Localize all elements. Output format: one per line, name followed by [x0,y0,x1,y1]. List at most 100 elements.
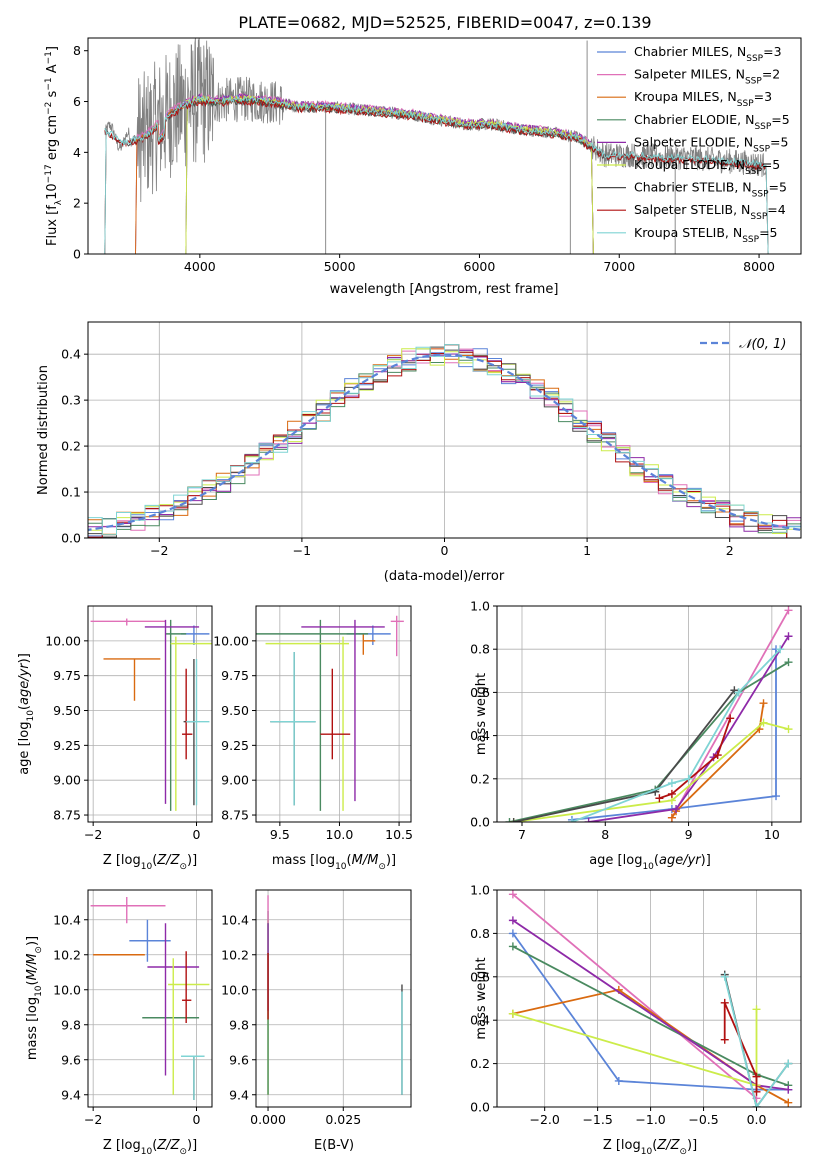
y-tick-label: 1.0 [470,599,490,614]
x-tick-label: 1 [583,543,591,558]
x-axis-label: mass [log10(M/M⊙)] [272,853,396,872]
x-tick-label: 5000 [324,259,356,274]
y-tick-label: 0 [73,247,81,262]
weight-marker [508,890,517,899]
weight-marker [567,818,576,822]
x-tick-label: −1.5 [582,1112,612,1127]
weight-line [512,1009,758,1087]
residual-histogram [88,344,801,538]
x-tick-label: 8000 [743,259,775,274]
weight-marker [784,606,793,615]
legend: Chabrier MILES, NSSP=3 Salpeter MILES, NS… [597,44,790,245]
y-axis-label: age [log10(age/yr)] [17,653,36,775]
weight-marker [776,645,785,654]
x-tick-label: −2 [84,827,102,842]
panel-weight_vs_age: 7 8 9 10 0.0 0.2 0.4 0.6 0.8 1.0 age [log10(age/yr… [470,599,802,872]
y-axis-label: mass [log10(M/M⊙)] [25,936,44,1060]
x-tick-label: 8 [601,827,609,842]
y-tick-label: 0.2 [470,1056,490,1071]
legend-label: 𝒩(0, 1) [739,337,786,352]
weight-marker [772,792,781,801]
x-tick-label: −2 [84,1112,102,1127]
weight-marker [667,789,676,798]
axes-frame [255,889,412,1108]
x-tick-label: −2.0 [529,1112,559,1127]
legend-label: Chabrier STELIB, NSSP=5 [634,180,787,200]
model-edge [104,129,107,254]
legend-label: Salpeter MILES, NSSP=2 [634,67,780,87]
weight-marker [784,632,793,641]
weight-marker [667,779,676,788]
panel-residuals: −2 −1 0 1 2 0.0 0.1 0.2 0.3 0.4 (data-model)/error… [36,321,802,584]
weight-marker [655,794,664,803]
y-tick-label: 0.8 [470,926,490,941]
axes-frame [496,605,802,823]
weight-marker [784,1085,793,1094]
plot-area [88,344,801,538]
axes-frame [496,889,802,1108]
x-tick-label: 10.0 [326,827,354,842]
y-tick-label: 10.2 [221,947,249,962]
y-tick-label: 10.2 [53,947,81,962]
y-tick-label: 0.1 [61,485,81,500]
model-edge [185,104,188,254]
plot-area [90,618,212,811]
legend-label: Chabrier ELODIE, NSSP=5 [634,112,790,132]
x-tick-label: 10.5 [385,827,413,842]
model-fit-line [185,96,592,148]
panel-mass_vs_Z: −2 0 9.4 9.6 9.8 10.0 10.2 10.4 Z [log10(Z/Z⊙)] m… [25,889,213,1157]
x-tick-label: 0 [193,1112,201,1127]
weight-marker [726,714,735,723]
y-tick-label: 10.0 [221,982,249,997]
panel-mass_vs_ebv: 0.000 0.025 9.4 9.6 9.8 10.0 10.2 10.4 E(B-V) [221,889,412,1153]
y-tick-label: 0.4 [470,728,490,743]
y-tick-label: 9.4 [61,1087,81,1102]
y-tick-label: 9.75 [53,668,81,683]
x-tick-label: 9 [685,827,693,842]
y-axis-label: mass weight [474,673,489,755]
y-tick-label: 4 [73,145,81,160]
x-axis-label: E(B-V) [314,1138,354,1153]
weight-line [671,703,765,819]
weight-marker [752,1087,761,1096]
weight-marker [734,688,743,697]
model-edge [135,139,138,254]
plot-area [90,897,210,1100]
legend-label: Salpeter ELODIE, NSSP=5 [634,134,788,154]
x-tick-label: −0.5 [688,1112,718,1127]
weight-line [588,635,790,822]
weight-marker [508,1009,517,1018]
y-tick-label: 0.6 [470,969,490,984]
x-tick-label: −1.0 [635,1112,665,1127]
x-tick-label: 2 [726,543,734,558]
weight-marker [784,1059,793,1068]
weight-marker [672,805,681,814]
y-tick-label: 8 [73,43,81,58]
x-tick-label: 9.5 [270,827,290,842]
y-tick-label: 0.0 [61,531,81,546]
plot-area [505,606,793,822]
y-tick-label: 9.25 [53,738,81,753]
weight-marker [720,1035,729,1044]
y-tick-label: 8.75 [53,808,81,823]
weight-line [513,721,789,822]
weight-marker [759,718,768,727]
legend-label: Kroupa MILES, NSSP=3 [634,89,772,109]
y-tick-label: 0.0 [470,815,490,830]
weight-line [512,932,789,1091]
y-tick-label: 0.2 [61,439,81,454]
weight-line [723,976,790,1107]
y-tick-label: 9.50 [53,703,81,718]
legend-label: Kroupa STELIB, NSSP=5 [634,225,778,245]
y-tick-label: 10.4 [221,912,249,927]
y-tick-label: 6 [73,94,81,109]
x-axis-label: wavelength [Angstrom, rest frame] [330,282,559,297]
weight-marker [508,942,517,951]
y-tick-label: 10.4 [53,912,81,927]
plot-area [267,895,403,1095]
panel-spectrum: 4000 5000 6000 7000 8000 0 2 4 6 8 wavelength [Ang… [44,37,802,297]
weight-marker [509,818,518,822]
weight-line [512,893,758,1099]
normal-curve [88,353,801,532]
y-tick-label: 0.3 [61,393,81,408]
